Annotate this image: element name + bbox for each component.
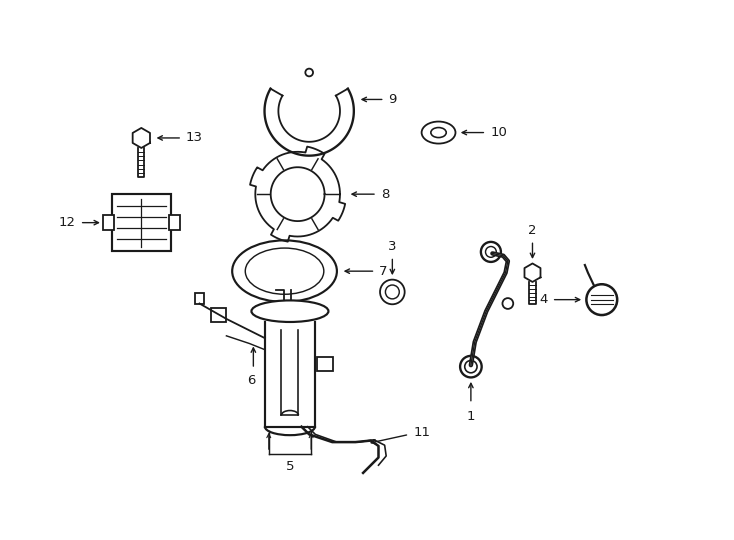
Bar [195,294,204,304]
Circle shape [385,285,399,299]
Text: 10: 10 [490,126,507,139]
Ellipse shape [421,122,456,144]
Text: 3: 3 [388,240,396,253]
Bar [316,357,333,372]
Text: 5: 5 [286,460,294,473]
Text: 1: 1 [467,410,475,423]
Text: 2: 2 [528,224,537,237]
Circle shape [460,356,482,377]
Circle shape [380,280,404,304]
Bar [211,308,226,322]
Ellipse shape [431,127,446,138]
Text: 7: 7 [379,265,388,278]
Text: 4: 4 [539,293,548,306]
Bar [169,215,180,231]
FancyBboxPatch shape [112,194,170,251]
Ellipse shape [252,300,328,322]
Text: 13: 13 [186,131,203,145]
Bar [103,215,114,231]
Text: 6: 6 [247,374,255,387]
Text: 11: 11 [413,427,430,440]
Text: 8: 8 [381,188,389,201]
Circle shape [481,242,501,262]
Text: 12: 12 [59,216,76,229]
Text: 9: 9 [388,93,397,106]
Circle shape [586,284,617,315]
Circle shape [503,298,513,309]
